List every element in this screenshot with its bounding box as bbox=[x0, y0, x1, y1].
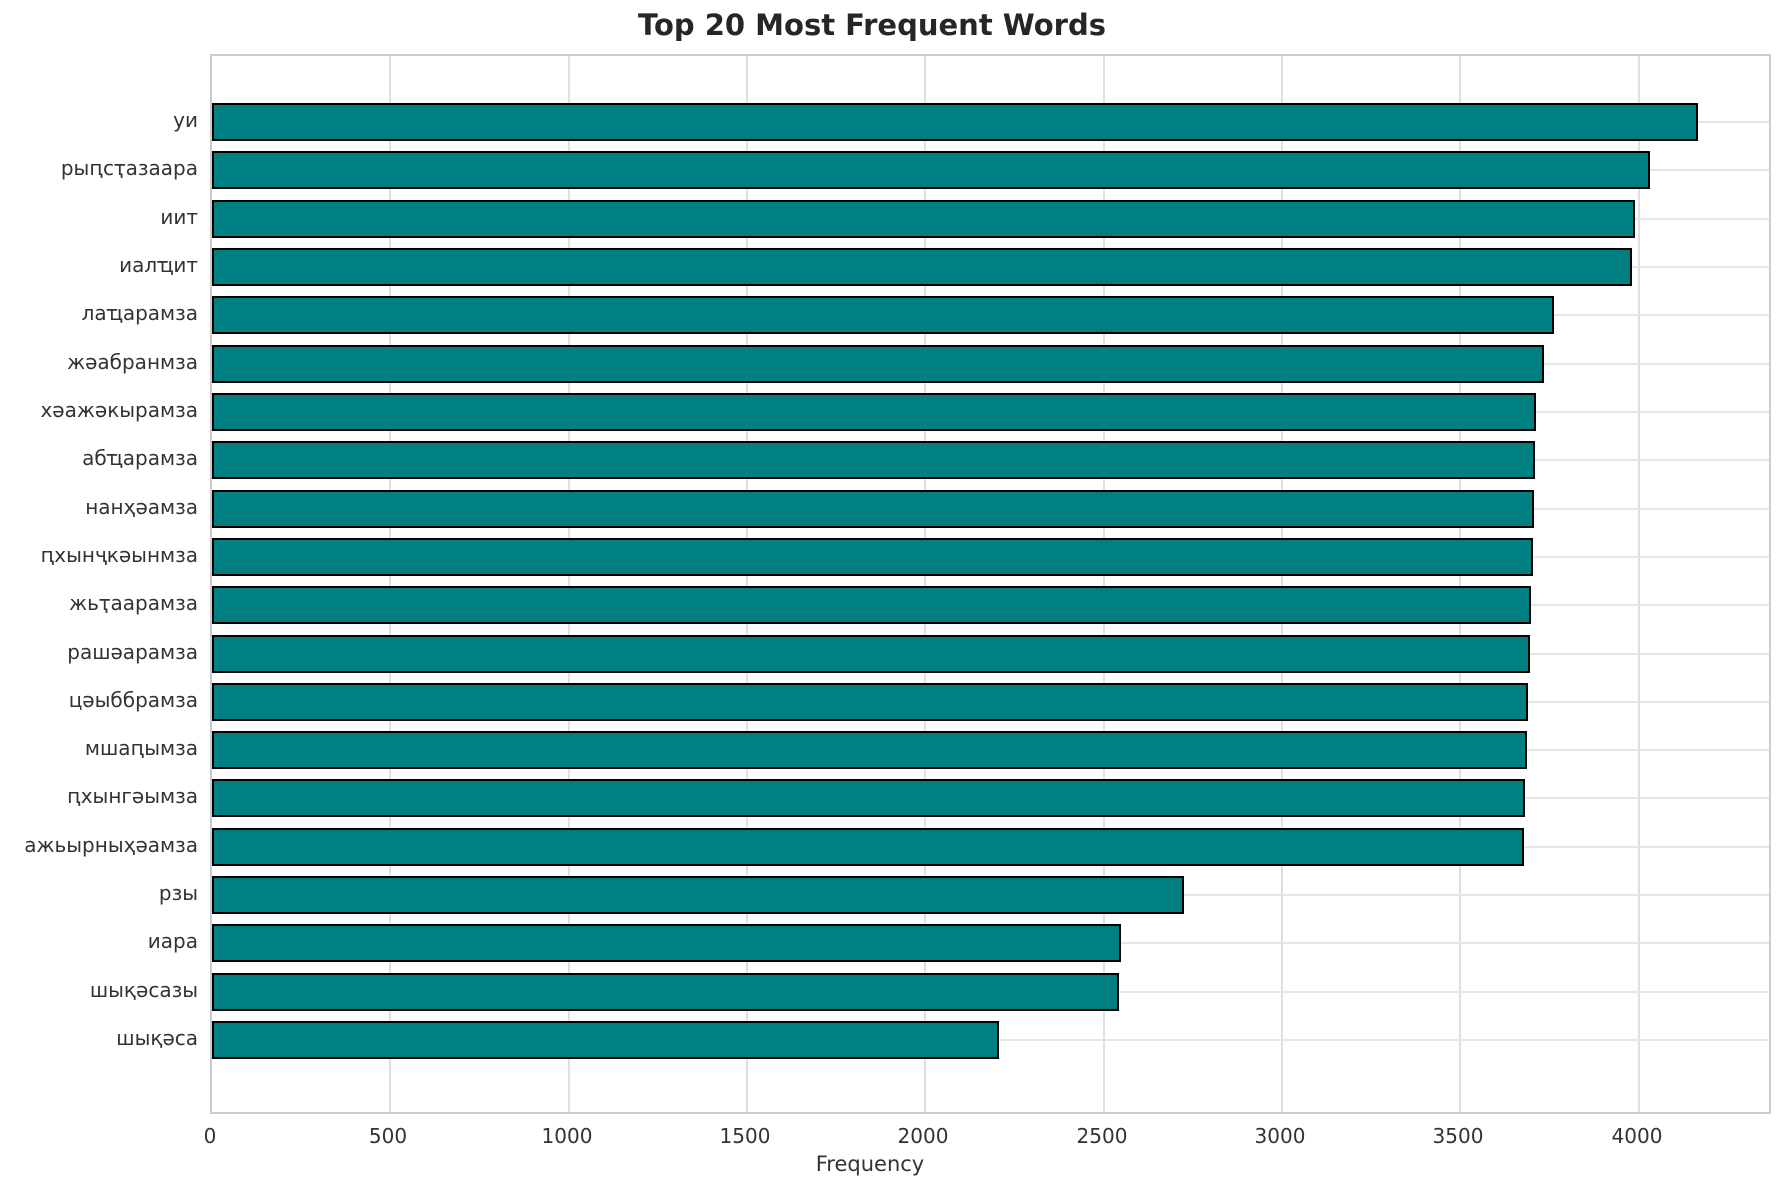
x-axis-title: Frequency bbox=[815, 1152, 925, 1176]
bar-жәабранмза bbox=[212, 345, 1544, 383]
y-tick-label-хәажәкырамза: хәажәкырамза bbox=[40, 398, 198, 422]
bar-шықәсазы bbox=[212, 973, 1119, 1011]
x-tick-label-4000: 4000 bbox=[1611, 1124, 1663, 1148]
bar-рыԥсҭазаара bbox=[212, 151, 1650, 189]
gridline-vertical-3500 bbox=[1459, 56, 1461, 1112]
y-tick-label-жьҭаарамза: жьҭаарамза bbox=[69, 591, 198, 615]
bar-ажьырныҳәамза bbox=[212, 828, 1524, 866]
x-tick-label-1500: 1500 bbox=[719, 1124, 771, 1148]
y-tick-label-лаҵарамза: лаҵарамза bbox=[81, 301, 198, 325]
bar-иара bbox=[212, 924, 1121, 962]
y-tick-label-жәабранмза: жәабранмза bbox=[67, 350, 198, 374]
y-tick-label-рыԥсҭазаара: рыԥсҭазаара bbox=[60, 156, 198, 180]
y-tick-label-рзы: рзы bbox=[158, 881, 198, 905]
gridline-vertical-3000 bbox=[1281, 56, 1283, 1112]
y-tick-label-ажьырныҳәамза: ажьырныҳәамза bbox=[24, 833, 198, 857]
y-tick-label-мшаԥымза: мшаԥымза bbox=[84, 736, 198, 760]
y-tick-label-уи: уи bbox=[173, 108, 198, 132]
gridline-vertical-2000 bbox=[924, 56, 926, 1112]
bar-нанҳәамза bbox=[212, 490, 1534, 528]
x-tick-label-3000: 3000 bbox=[1254, 1124, 1306, 1148]
y-tick-label-ԥхынҷкәынмза: ԥхынҷкәынмза bbox=[40, 543, 198, 567]
bar-иит bbox=[212, 200, 1635, 238]
y-tick-label-шықәсазы: шықәсазы bbox=[89, 978, 198, 1002]
bar-шықәса bbox=[212, 1021, 999, 1059]
bar-абҵарамза bbox=[212, 441, 1535, 479]
y-tick-label-ԥхынгәымза: ԥхынгәымза bbox=[67, 784, 198, 808]
bar-уи bbox=[212, 103, 1698, 141]
x-tick-label-2500: 2500 bbox=[1076, 1124, 1128, 1148]
y-tick-label-цәыббрамза: цәыббрамза bbox=[68, 688, 198, 712]
bar-хәажәкырамза bbox=[212, 393, 1536, 431]
gridline-vertical-4000 bbox=[1638, 56, 1640, 1112]
gridline-vertical-2500 bbox=[1103, 56, 1105, 1112]
x-tick-label-0: 0 bbox=[203, 1124, 217, 1148]
bar-мшаԥымза bbox=[212, 731, 1527, 769]
y-tick-label-рашәарамза: рашәарамза bbox=[67, 640, 198, 664]
x-tick-label-500: 500 bbox=[368, 1124, 408, 1148]
y-tick-label-нанҳәамза: нанҳәамза bbox=[85, 495, 198, 519]
bar-цәыббрамза bbox=[212, 683, 1528, 721]
bar-рзы bbox=[212, 876, 1184, 914]
plot-area bbox=[210, 54, 1771, 1114]
bar-лаҵарамза bbox=[212, 296, 1554, 334]
y-tick-label-абҵарамза: абҵарамза bbox=[82, 446, 198, 470]
gridline-vertical-1500 bbox=[746, 56, 748, 1112]
y-tick-label-иит: иит bbox=[160, 205, 198, 229]
x-tick-label-1000: 1000 bbox=[541, 1124, 593, 1148]
x-tick-label-2000: 2000 bbox=[897, 1124, 949, 1148]
bar-жьҭаарамза bbox=[212, 586, 1531, 624]
gridline-vertical-500 bbox=[389, 56, 391, 1112]
y-tick-label-шықәса: шықәса bbox=[116, 1026, 198, 1050]
bar-ԥхынҷкәынмза bbox=[212, 538, 1533, 576]
y-tick-label-иара: иара bbox=[147, 929, 198, 953]
gridline-vertical-1000 bbox=[568, 56, 570, 1112]
x-tick-label-3500: 3500 bbox=[1432, 1124, 1484, 1148]
bar-иалҵит bbox=[212, 248, 1632, 286]
chart-title: Top 20 Most Frequent Words bbox=[638, 8, 1106, 42]
bar-ԥхынгәымза bbox=[212, 779, 1525, 817]
y-tick-label-иалҵит: иалҵит bbox=[119, 253, 198, 277]
bar-рашәарамза bbox=[212, 635, 1530, 673]
